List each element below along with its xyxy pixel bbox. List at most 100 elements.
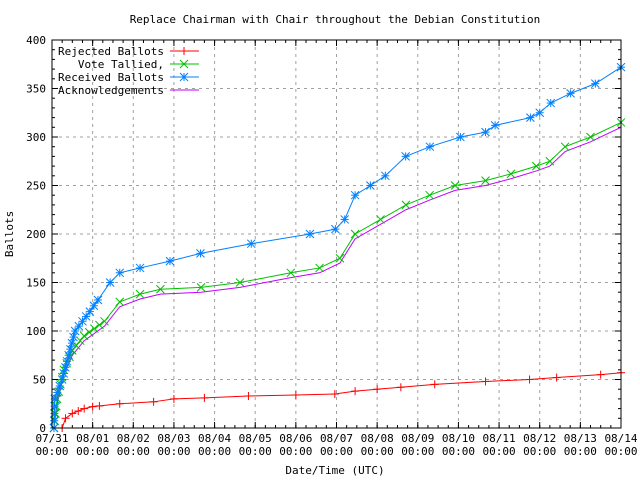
plot-frame — [51, 39, 622, 429]
x-tick-label: 08/05 — [239, 432, 272, 445]
data-point-vote-tallied — [425, 190, 434, 200]
data-point-vote-tallied — [100, 316, 109, 326]
marker-stroke — [331, 224, 340, 234]
marker-stroke — [55, 381, 65, 391]
x-tick-label: 08/13 — [564, 432, 597, 445]
marker-stroke — [115, 268, 125, 278]
data-point-vote-tallied — [586, 132, 595, 142]
marker-stroke — [350, 229, 360, 239]
marker-stroke — [79, 331, 89, 341]
y-axis-label: Ballots — [3, 211, 16, 257]
marker-stroke — [526, 113, 535, 122]
x-tick-time-label: 00:00 — [117, 445, 150, 458]
data-point-rejected-ballots — [330, 390, 339, 399]
data-point-vote-tallied — [401, 200, 411, 210]
marker-stroke — [135, 263, 145, 273]
data-point-rejected-ballots — [200, 393, 209, 402]
data-point-received-ballots — [49, 416, 59, 426]
marker-stroke — [305, 229, 315, 239]
data-point-rejected-ballots — [430, 380, 439, 389]
data-point-received-ballots — [246, 239, 256, 249]
data-point-received-ballots — [93, 295, 103, 305]
data-point-received-ballots — [55, 381, 65, 391]
x-tick-label: 08/09 — [401, 432, 434, 445]
y-tick-label: 150 — [26, 277, 46, 290]
marker-stroke — [566, 88, 575, 98]
marker-stroke — [74, 321, 84, 331]
data-point-received-ballots — [85, 307, 95, 316]
data-point-received-ballots — [62, 356, 72, 366]
data-point-vote-tallied — [196, 282, 206, 292]
x-tick-time-label: 00:00 — [604, 445, 637, 458]
x-tick-time-label: 00:00 — [239, 445, 272, 458]
marker-stroke — [315, 263, 324, 273]
data-point-received-ballots — [590, 79, 600, 89]
data-point-vote-tallied — [75, 336, 85, 346]
marker-stroke — [71, 341, 81, 350]
data-point-received-ballots — [456, 132, 465, 142]
marker-stroke — [81, 312, 91, 321]
series-line-received-ballots — [53, 66, 622, 429]
x-tick-label: 08/07 — [320, 432, 353, 445]
marker-stroke — [506, 169, 516, 179]
data-point-rejected-ballots — [373, 385, 382, 394]
x-axis-label: Date/Time (UTC) — [285, 464, 384, 477]
y-tick-label: 50 — [33, 374, 46, 387]
data-point-received-ballots — [74, 321, 84, 331]
data-point-vote-tallied — [450, 181, 460, 190]
marker-stroke — [401, 200, 411, 210]
x-tick-label: 08/02 — [117, 432, 150, 445]
legend-label: Received Ballots — [58, 71, 164, 84]
x-tick-time-label: 00:00 — [157, 445, 190, 458]
marker-stroke — [586, 132, 595, 142]
data-point-vote-tallied — [135, 289, 145, 299]
y-tick-label: 200 — [26, 228, 46, 241]
series-line-vote-tallied — [53, 121, 622, 429]
data-point-rejected-ballots — [74, 407, 83, 416]
marker-stroke — [380, 171, 390, 181]
grid — [52, 40, 621, 428]
data-point-vote-tallied — [506, 169, 516, 179]
x-tick-label: 08/01 — [76, 432, 109, 445]
data-point-received-ballots — [350, 190, 360, 200]
data-point-received-ballots — [70, 326, 80, 336]
x-tick-label: 08/14 — [604, 432, 637, 445]
data-point-rejected-ballots — [88, 402, 97, 411]
y-tick-label: 300 — [26, 131, 46, 144]
data-point-rejected-ballots — [95, 401, 104, 410]
marker-stroke — [165, 256, 175, 266]
marker-stroke — [481, 127, 490, 137]
x-tick-time-label: 00:00 — [198, 445, 231, 458]
x-tick-time-label: 00:00 — [361, 445, 394, 458]
data-point-received-ballots — [535, 108, 545, 118]
legend-marker — [179, 59, 189, 69]
x-tick-time-label: 00:00 — [279, 445, 312, 458]
data-point-received-ballots — [135, 263, 145, 273]
marker-stroke — [535, 108, 545, 118]
data-point-received-ballots — [165, 256, 175, 266]
data-point-rejected-ballots — [149, 397, 158, 406]
data-point-vote-tallied — [531, 161, 541, 171]
data-point-rejected-ballots — [169, 394, 178, 403]
y-tick-label: 100 — [26, 325, 46, 338]
data-point-received-ballots — [425, 142, 435, 152]
marker-stroke — [456, 132, 465, 142]
marker-stroke — [100, 316, 109, 326]
data-point-rejected-ballots — [596, 370, 605, 379]
x-tick-time-label: 00:00 — [35, 445, 68, 458]
data-point-rejected-ballots — [525, 375, 534, 384]
marker-stroke — [135, 289, 145, 299]
data-point-rejected-ballots — [115, 399, 124, 408]
data-point-vote-tallied — [315, 263, 324, 273]
data-point-rejected-ballots — [244, 391, 253, 400]
data-point-vote-tallied — [115, 297, 125, 307]
marker-stroke — [546, 98, 556, 108]
data-point-received-ballots — [64, 350, 74, 360]
marker-stroke — [105, 278, 115, 287]
marker-stroke — [62, 356, 72, 366]
data-point-vote-tallied — [560, 142, 570, 152]
data-point-rejected-ballots — [68, 409, 77, 418]
data-point-vote-tallied — [95, 320, 104, 330]
data-point-received-ballots — [546, 98, 556, 108]
